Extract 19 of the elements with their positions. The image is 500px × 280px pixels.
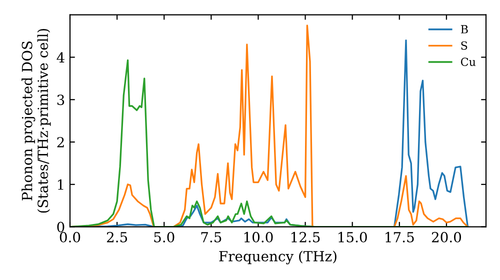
x-tick-label: 20.0 (432, 232, 462, 242)
y-tick-label: 0 (57, 222, 64, 232)
x-tick-label: 0.0 (60, 232, 80, 242)
x-tick-label: 15.0 (338, 232, 367, 242)
y-axis-title: Phonon projected DOS (States/THz·primitive cell) (22, 28, 51, 213)
x-tick-label: 17.5 (386, 232, 414, 242)
legend-label: B (460, 25, 468, 34)
legend-label: S (461, 41, 468, 50)
x-tick-label: 5.0 (154, 232, 174, 242)
x-tick-label: 10.0 (244, 232, 273, 242)
y-tick-label: 3 (57, 94, 64, 106)
x-axis-title: Frequency (THz) (219, 250, 336, 264)
x-tick-label: 12.5 (292, 232, 320, 242)
y-tick-label: 4 (56, 52, 64, 63)
y-tick-label: 2 (57, 136, 64, 148)
y-tick-label: 1 (58, 179, 64, 190)
x-tick-label: 7.5 (201, 232, 222, 242)
legend-label: Cu (460, 58, 476, 66)
x-tick-label: 2.5 (106, 232, 128, 242)
